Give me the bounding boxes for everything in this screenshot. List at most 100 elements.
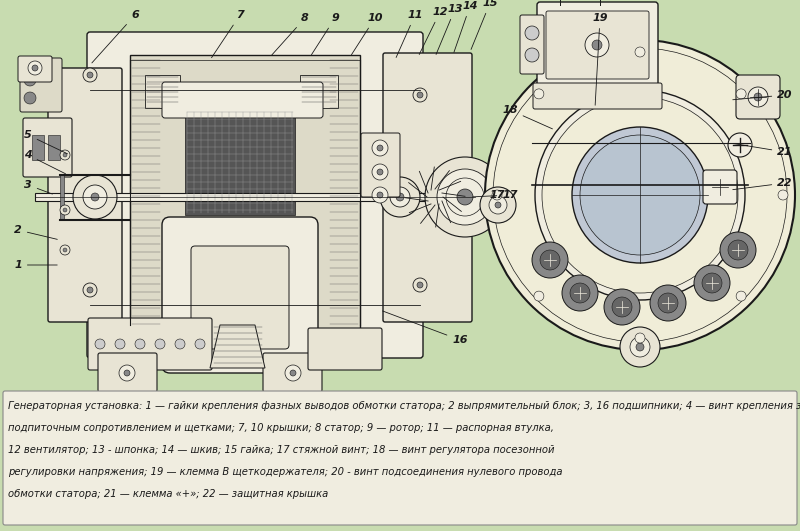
Text: 9: 9: [311, 13, 339, 55]
Bar: [185, 110, 295, 215]
Bar: [32, 135, 44, 160]
Circle shape: [417, 282, 423, 288]
Circle shape: [495, 202, 501, 208]
Circle shape: [63, 208, 67, 212]
FancyBboxPatch shape: [88, 318, 212, 370]
Polygon shape: [145, 75, 180, 108]
Text: 13: 13: [436, 4, 462, 55]
Text: 19: 19: [592, 13, 608, 105]
FancyBboxPatch shape: [87, 32, 423, 358]
Circle shape: [493, 48, 787, 342]
Text: 22: 22: [733, 178, 793, 190]
Text: обмотки статора; 21 — клемма «+»; 22 — защитная крышка: обмотки статора; 21 — клемма «+»; 22 — з…: [8, 489, 328, 499]
Circle shape: [115, 339, 125, 349]
Circle shape: [525, 48, 539, 62]
Circle shape: [377, 145, 383, 151]
Circle shape: [396, 193, 404, 201]
FancyBboxPatch shape: [308, 328, 382, 370]
Circle shape: [580, 135, 700, 255]
Text: 2: 2: [14, 225, 58, 239]
Circle shape: [754, 93, 762, 101]
FancyBboxPatch shape: [162, 82, 323, 118]
Circle shape: [87, 72, 93, 78]
Text: 8: 8: [272, 13, 309, 55]
Text: 3: 3: [24, 180, 52, 194]
Text: 6: 6: [92, 10, 139, 63]
Text: 7: 7: [211, 10, 244, 58]
Circle shape: [119, 365, 135, 381]
Circle shape: [492, 190, 502, 200]
Text: 4: 4: [24, 150, 66, 174]
Bar: [60, 175, 64, 220]
Circle shape: [60, 245, 70, 255]
Circle shape: [63, 153, 67, 157]
Circle shape: [778, 190, 788, 200]
Text: 10: 10: [351, 13, 382, 55]
Text: 1: 1: [14, 260, 58, 270]
Circle shape: [95, 339, 105, 349]
Circle shape: [377, 169, 383, 175]
Circle shape: [413, 88, 427, 102]
Circle shape: [372, 140, 388, 156]
Circle shape: [480, 187, 516, 223]
FancyBboxPatch shape: [537, 2, 658, 88]
Circle shape: [457, 189, 473, 205]
Circle shape: [736, 89, 746, 99]
FancyBboxPatch shape: [546, 11, 649, 79]
Circle shape: [124, 370, 130, 376]
Circle shape: [532, 242, 568, 278]
Circle shape: [28, 61, 42, 75]
Text: 20: 20: [733, 90, 793, 100]
Circle shape: [572, 127, 708, 263]
Circle shape: [32, 65, 38, 71]
Circle shape: [630, 337, 650, 357]
FancyBboxPatch shape: [533, 83, 662, 109]
Text: 12 вентилятор; 13 - шпонка; 14 — шкив; 15 гайка; 17 стяжной винт; 18 — винт регу: 12 вентилятор; 13 - шпонка; 14 — шкив; 1…: [8, 445, 554, 455]
Text: 21: 21: [733, 143, 793, 157]
Polygon shape: [210, 325, 265, 368]
Circle shape: [534, 291, 544, 301]
Circle shape: [562, 275, 598, 311]
Text: регулировки напряжения; 19 — клемма В щеткодержателя; 20 - винт подсоединения ну: регулировки напряжения; 19 — клемма В ще…: [8, 467, 562, 477]
Circle shape: [604, 289, 640, 325]
FancyBboxPatch shape: [736, 75, 780, 119]
Circle shape: [728, 240, 748, 260]
Circle shape: [650, 285, 686, 321]
Circle shape: [24, 92, 36, 104]
FancyBboxPatch shape: [162, 217, 318, 373]
Text: 12: 12: [419, 7, 448, 55]
Circle shape: [585, 33, 609, 57]
FancyBboxPatch shape: [18, 56, 52, 82]
Circle shape: [60, 205, 70, 215]
Circle shape: [489, 196, 507, 214]
Circle shape: [372, 187, 388, 203]
Circle shape: [417, 92, 423, 98]
Circle shape: [73, 175, 117, 219]
Circle shape: [720, 232, 756, 268]
Circle shape: [728, 133, 752, 157]
Circle shape: [694, 265, 730, 301]
Text: подпиточным сопротивлением и щетками; 7, 10 крышки; 8 статор; 9 — ротор; 11 — ра: подпиточным сопротивлением и щетками; 7,…: [8, 423, 554, 433]
Text: 17: 17: [490, 190, 505, 200]
Circle shape: [390, 187, 410, 207]
Circle shape: [437, 169, 493, 225]
FancyBboxPatch shape: [48, 68, 122, 322]
Circle shape: [748, 87, 768, 107]
Circle shape: [736, 291, 746, 301]
Circle shape: [702, 273, 722, 293]
Bar: [130, 55, 360, 335]
Circle shape: [195, 339, 205, 349]
Text: 15: 15: [471, 0, 498, 49]
FancyBboxPatch shape: [383, 53, 472, 322]
Circle shape: [534, 89, 544, 99]
Bar: [35, 193, 475, 201]
Circle shape: [425, 157, 505, 237]
Circle shape: [525, 26, 539, 40]
FancyBboxPatch shape: [361, 133, 400, 197]
Text: Генераторная установка: 1 — гайки крепления фазных выводов обмотки статора; 2 вы: Генераторная установка: 1 — гайки крепле…: [8, 401, 800, 411]
Bar: [48, 135, 60, 160]
Circle shape: [413, 278, 427, 292]
FancyBboxPatch shape: [3, 391, 797, 525]
Text: 5: 5: [24, 130, 67, 154]
Circle shape: [612, 297, 632, 317]
